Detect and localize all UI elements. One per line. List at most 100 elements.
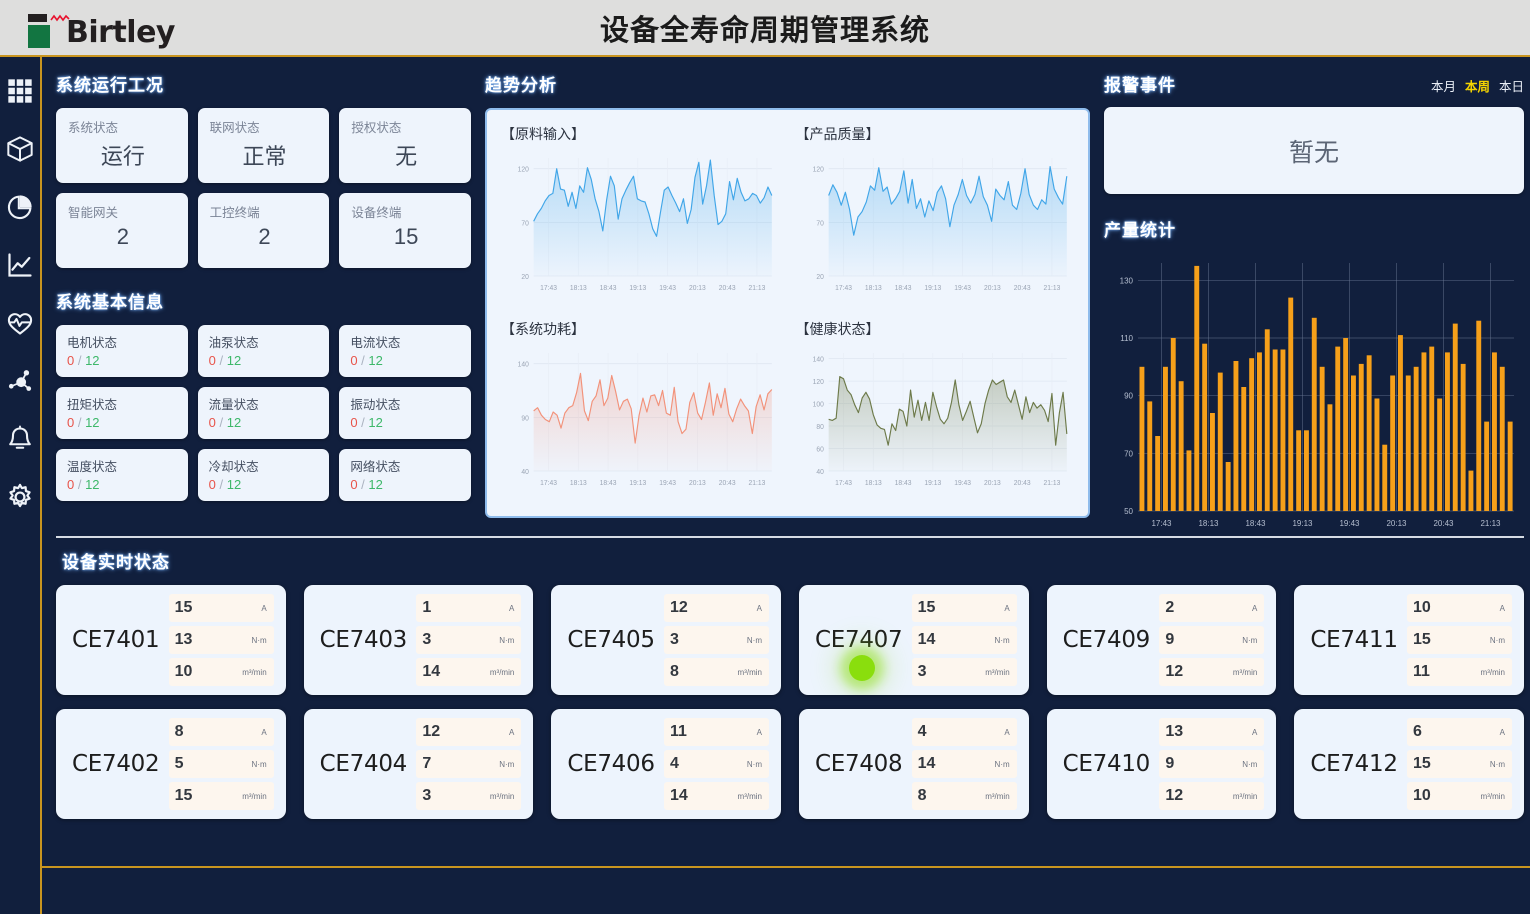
device-metric-row: 12 A <box>416 718 522 746</box>
sidebar-item-trends[interactable] <box>0 245 40 285</box>
device-card[interactable]: CE7412 6 A 15 N·m 10 m³/min <box>1294 709 1524 819</box>
device-card[interactable]: CE7405 12 A 3 N·m 8 m³/min <box>551 585 781 695</box>
device-metric-unit: A <box>1499 727 1505 737</box>
trend-svg: 40 60 80 100 120 140 17:43 18:13 18:43 19:13 19:43… <box>812 353 1067 487</box>
device-card[interactable]: CE7410 13 A 9 N·m 12 m³/min <box>1046 709 1277 819</box>
device-metric-row: 3 m³/min <box>911 658 1017 686</box>
production-bar <box>1468 470 1474 511</box>
sidebar-item-health[interactable] <box>0 303 40 343</box>
status-card[interactable]: 联网状态 正常 <box>197 108 330 183</box>
production-bar <box>1366 355 1372 511</box>
tab-today[interactable]: 本日 <box>1498 80 1524 94</box>
svg-text:18:13: 18:13 <box>864 480 881 487</box>
device-card[interactable]: CE7402 8 A 5 N·m 15 m³/min <box>56 709 286 819</box>
info-card-label: 油泵状态 <box>208 336 259 350</box>
sidebar-item-dashboard[interactable] <box>0 71 40 111</box>
production-bar <box>1155 436 1161 511</box>
device-metric-unit: A <box>1004 727 1010 737</box>
device-metric-unit: N·m <box>499 635 515 645</box>
info-separator: / <box>357 477 369 492</box>
tab-this-week[interactable]: 本周 <box>1464 80 1490 94</box>
device-metrics: 4 A 14 N·m 8 m³/min <box>911 718 1017 810</box>
device-divider <box>56 536 1524 538</box>
device-card[interactable]: CE7404 12 A 7 N·m 3 m³/min <box>303 709 534 819</box>
alarm-range-tabs: 本月 本周 本日 <box>1431 76 1524 95</box>
svg-text:18:43: 18:43 <box>894 285 911 292</box>
device-metric-row: 13 A <box>1159 718 1265 746</box>
info-card[interactable]: 网络状态 0 / 12 <box>339 449 471 501</box>
production-bar <box>1335 346 1341 511</box>
info-card[interactable]: 电机状态 0 / 12 <box>56 325 188 377</box>
info-card[interactable]: 油泵状态 0 / 12 <box>197 325 330 377</box>
device-metrics: 2 A 9 N·m 12 m³/min <box>1159 594 1265 686</box>
production-bar <box>1280 349 1286 511</box>
device-metric-row: 5 N·m <box>168 750 274 778</box>
status-card[interactable]: 授权状态 无 <box>339 108 471 183</box>
device-id: CE7409 <box>1062 627 1151 653</box>
status-card[interactable]: 智能网关 2 <box>56 193 188 268</box>
system-status-title: 系统运行工况 <box>56 76 164 95</box>
device-card[interactable]: CE7408 4 A 14 N·m 8 m³/min <box>799 709 1029 819</box>
logo-green-square <box>28 24 50 48</box>
sidebar-item-network[interactable] <box>0 361 40 401</box>
production-bar <box>1374 398 1380 511</box>
info-current: 0 <box>208 415 216 430</box>
trend-mini-title: 【原料输入】 <box>501 126 585 142</box>
device-id: CE7404 <box>319 751 408 777</box>
sidebar-item-assets[interactable] <box>0 129 40 169</box>
info-card-label: 网络状态 <box>350 460 401 474</box>
device-card[interactable]: CE7401 15 A 13 N·m 10 m³/min <box>56 585 286 695</box>
sidebar-item-alarms[interactable] <box>0 419 40 459</box>
info-separator: / <box>357 353 369 368</box>
svg-text:17:43: 17:43 <box>540 285 557 292</box>
svg-text:21:13: 21:13 <box>749 285 766 292</box>
device-metrics: 10 A 15 N·m 11 m³/min <box>1407 594 1512 686</box>
sidebar-item-analytics[interactable] <box>0 187 40 227</box>
production-bar <box>1405 375 1411 511</box>
device-card[interactable]: CE7403 1 A 3 N·m 14 m³/min <box>303 585 534 695</box>
device-metric-value: 6 <box>1413 723 1422 740</box>
info-total: 12 <box>226 353 242 368</box>
info-card-value: 0 / 12 <box>67 353 188 368</box>
cube-icon <box>7 136 33 162</box>
info-current: 0 <box>67 477 75 492</box>
status-card[interactable]: 设备终端 15 <box>339 193 471 268</box>
status-card[interactable]: 工控终端 2 <box>197 193 330 268</box>
device-metrics: 6 A 15 N·m 10 m³/min <box>1407 718 1512 810</box>
production-bar <box>1202 343 1208 511</box>
trend-mini-title: 【产品质量】 <box>795 126 880 142</box>
device-metric-unit: N·m <box>994 635 1010 645</box>
device-metric-unit: A <box>508 727 515 737</box>
device-card[interactable]: CE7411 10 A 15 N·m 11 m³/min <box>1294 585 1524 695</box>
tab-this-month[interactable]: 本月 <box>1430 80 1456 94</box>
info-card[interactable]: 冷却状态 0 / 12 <box>197 449 330 501</box>
device-card[interactable]: CE7409 2 A 9 N·m 12 m³/min <box>1046 585 1277 695</box>
device-metric-value: 1 <box>422 599 432 616</box>
info-card-value: 0 / 12 <box>209 477 330 492</box>
info-card-value: 0 / 12 <box>209 353 330 368</box>
info-card[interactable]: 温度状态 0 / 12 <box>56 449 188 501</box>
info-card[interactable]: 流量状态 0 / 12 <box>197 387 330 439</box>
device-card[interactable]: CE7407 15 A 14 N·m 3 m³/min <box>799 585 1029 695</box>
device-metrics: 12 A 3 N·m 8 m³/min <box>664 594 769 686</box>
device-card[interactable]: CE7406 11 A 4 N·m 14 m³/min <box>551 709 781 819</box>
status-card-label: 系统状态 <box>68 121 119 135</box>
info-card[interactable]: 扭矩状态 0 / 12 <box>56 387 188 439</box>
device-metrics: 1 A 3 N·m 14 m³/min <box>416 594 522 686</box>
device-metric-row: 15 N·m <box>1407 626 1512 654</box>
info-card[interactable]: 电流状态 0 / 12 <box>339 325 471 377</box>
device-metric-row: 10 m³/min <box>1407 782 1512 810</box>
device-metric-value: 13 <box>174 631 193 648</box>
production-bar <box>1343 338 1349 511</box>
device-metric-value: 9 <box>1165 631 1175 648</box>
device-metric-unit: m³/min <box>985 667 1010 677</box>
trend-column: 趋势分析 【原料输入】 20 70 120 17:43 18:13 18:43 19:13 19… <box>485 71 1090 532</box>
bell-icon <box>9 425 31 449</box>
svg-text:18:13: 18:13 <box>864 285 881 292</box>
status-card[interactable]: 系统状态 运行 <box>56 108 188 183</box>
info-card[interactable]: 振动状态 0 / 12 <box>339 387 471 439</box>
svg-text:20:13: 20:13 <box>983 285 1000 292</box>
sidebar-item-settings[interactable] <box>0 477 40 517</box>
